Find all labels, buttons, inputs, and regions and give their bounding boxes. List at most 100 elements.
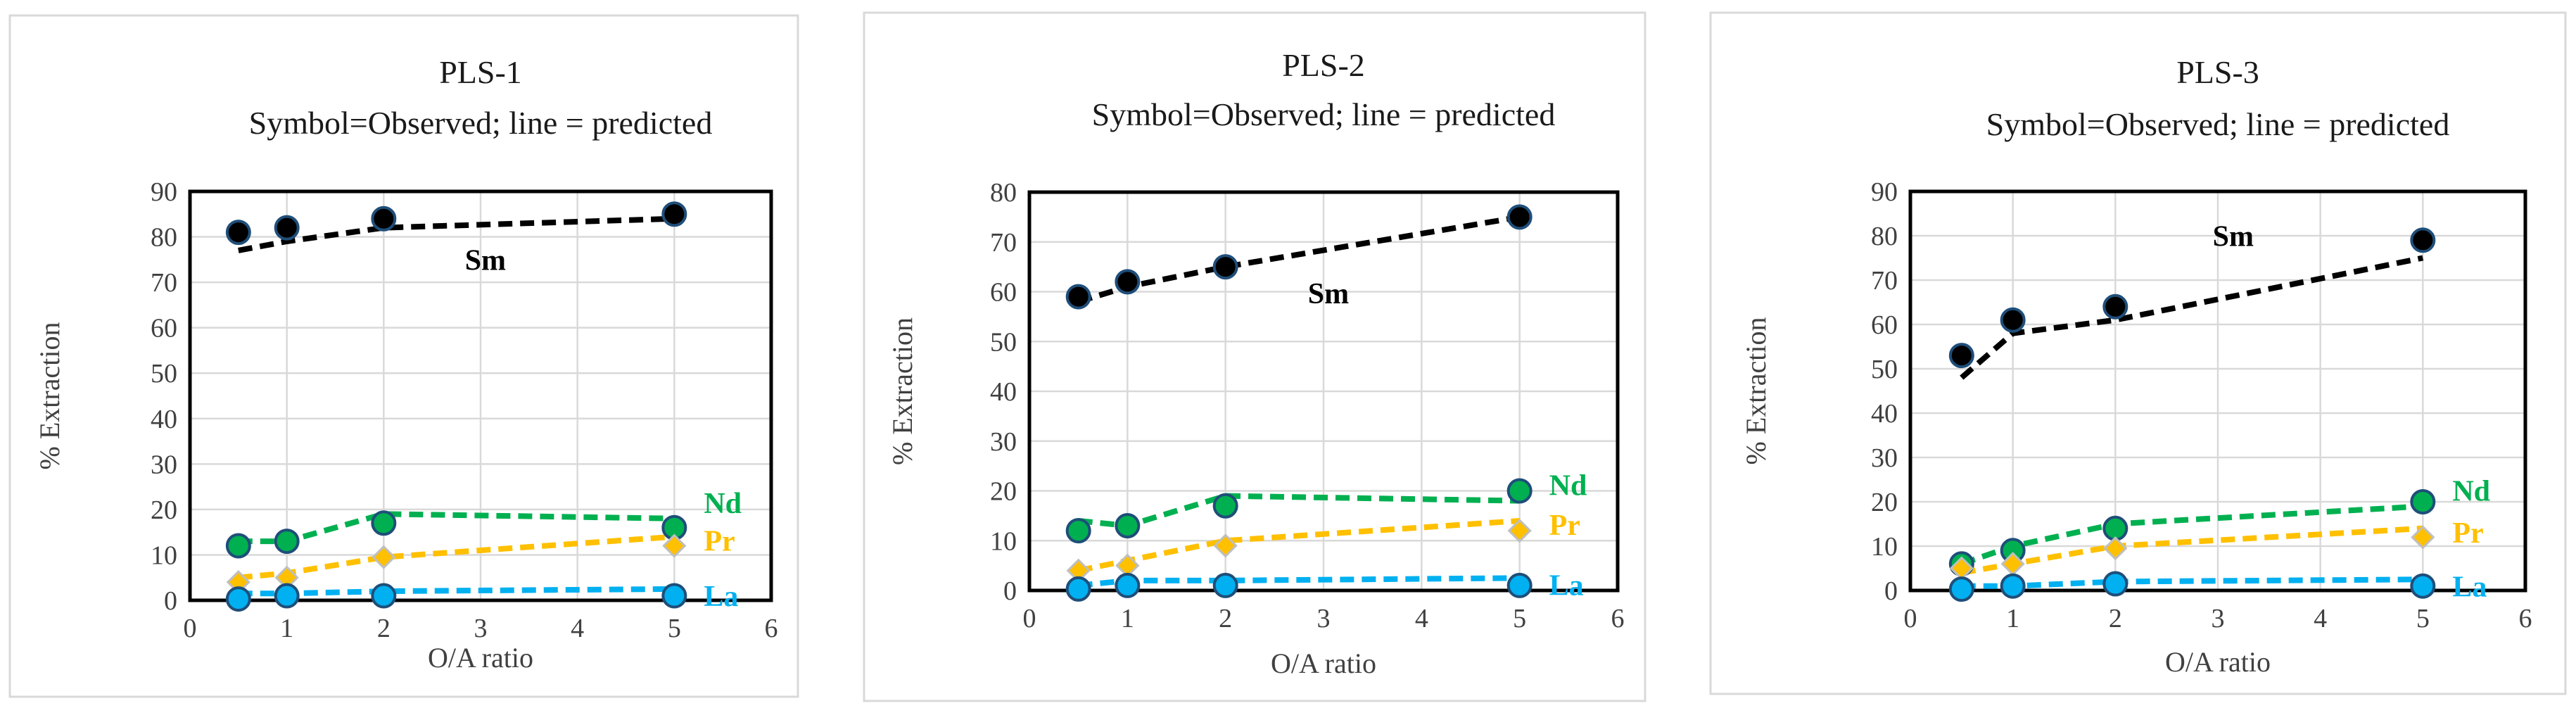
x-tick-label: 3 bbox=[474, 614, 488, 643]
observed-point-nd bbox=[225, 533, 251, 559]
observed-point-la bbox=[371, 583, 397, 609]
predicted-line-pr bbox=[1961, 525, 2423, 576]
x-tick-label: 1 bbox=[2006, 604, 2019, 633]
y-tick-label: 90 bbox=[1871, 177, 1898, 207]
y-tick-label: 90 bbox=[151, 177, 177, 207]
predicted-line-la bbox=[238, 586, 675, 597]
x-tick-label: 1 bbox=[1121, 604, 1134, 633]
predicted-line-la bbox=[1078, 575, 1520, 588]
x-tick-label: 5 bbox=[2416, 604, 2430, 633]
x-tick-label: 6 bbox=[1611, 604, 1625, 633]
chart-subtitle: Symbol=Observed; line = predicted bbox=[249, 105, 713, 141]
predicted-line-nd bbox=[238, 511, 675, 545]
y-tick-label: 10 bbox=[990, 526, 1017, 556]
observed-point-sm bbox=[1115, 269, 1141, 295]
observed-point-pr bbox=[662, 533, 687, 558]
observed-point-nd bbox=[371, 510, 397, 536]
observed-point-nd bbox=[2410, 489, 2436, 514]
y-tick-label: 50 bbox=[151, 359, 177, 388]
observed-point-pr bbox=[1213, 533, 1238, 558]
x-tick-label: 5 bbox=[668, 614, 681, 643]
y-tick-label: 20 bbox=[990, 477, 1017, 507]
series-label-pr: Pr bbox=[1549, 510, 1580, 542]
y-axis-title: % Extraction bbox=[887, 317, 918, 465]
x-tick-label: 6 bbox=[765, 614, 778, 643]
chart-title: PLS-3 bbox=[2176, 54, 2259, 90]
y-tick-label: 40 bbox=[990, 377, 1017, 407]
y-tick-label: 20 bbox=[151, 495, 177, 525]
observed-point-nd bbox=[1506, 478, 1533, 504]
observed-point-la bbox=[2102, 571, 2128, 597]
observed-point-sm bbox=[274, 215, 300, 241]
x-tick-label: 2 bbox=[377, 614, 391, 643]
observed-point-sm bbox=[1212, 254, 1238, 280]
y-tick-label: 60 bbox=[990, 278, 1017, 308]
observed-point-sm bbox=[2102, 293, 2128, 320]
y-tick-label: 0 bbox=[164, 586, 177, 616]
observed-point-la bbox=[661, 583, 687, 609]
observed-point-nd bbox=[1065, 518, 1091, 544]
y-tick-label: 70 bbox=[151, 268, 177, 298]
x-tick-label: 5 bbox=[1513, 604, 1526, 633]
x-tick-label: 3 bbox=[2212, 604, 2225, 633]
y-tick-label: 30 bbox=[1871, 443, 1898, 473]
y-tick-label: 40 bbox=[151, 405, 177, 434]
observed-point-sm bbox=[225, 220, 251, 246]
x-tick-label: 4 bbox=[1415, 604, 1428, 633]
series-label-la: La bbox=[704, 581, 738, 613]
observed-point-sm bbox=[661, 201, 687, 227]
observed-point-la bbox=[274, 583, 300, 609]
plot-area-frame bbox=[1908, 189, 2527, 593]
y-tick-label: 70 bbox=[1871, 266, 1898, 296]
observed-point-pr bbox=[1507, 518, 1532, 543]
y-tick-label: 80 bbox=[1871, 222, 1898, 251]
chart-panel-1: PLS-1 Symbol=Observed; line = predicted 0 1… bbox=[8, 14, 799, 698]
predicted-line-pr bbox=[1077, 518, 1520, 574]
series-label-nd: Nd bbox=[1549, 470, 1587, 502]
series-label-sm: Sm bbox=[2213, 221, 2254, 253]
observed-point-nd bbox=[1115, 513, 1141, 539]
predicted-line-nd bbox=[1078, 493, 1520, 529]
x-tick-label: 0 bbox=[1904, 604, 1917, 633]
chart-panel-2: PLS-2 Symbol=Observed; line = predicted 0 1… bbox=[863, 11, 1647, 702]
series-label-la: La bbox=[2452, 571, 2487, 603]
y-tick-label: 10 bbox=[1871, 532, 1898, 562]
series-label-sm: Sm bbox=[465, 245, 506, 277]
predicted-line-pr bbox=[238, 533, 675, 581]
observed-point-la bbox=[2410, 573, 2436, 599]
plot-area-frame bbox=[1027, 190, 1620, 593]
x-tick-label: 2 bbox=[2109, 604, 2122, 633]
y-tick-label: 70 bbox=[990, 228, 1017, 258]
series-label-pr: Pr bbox=[704, 526, 735, 558]
series-label-nd: Nd bbox=[704, 488, 742, 520]
observed-point-la bbox=[1212, 572, 1238, 598]
y-tick-label: 60 bbox=[151, 314, 177, 343]
y-tick-label: 80 bbox=[990, 178, 1017, 208]
observed-point-sm bbox=[1948, 343, 1974, 369]
observed-point-sm bbox=[2000, 307, 2026, 333]
x-axis-title: O/A ratio bbox=[428, 642, 533, 674]
y-tick-label: 60 bbox=[1871, 310, 1898, 340]
y-tick-label: 20 bbox=[1871, 488, 1898, 517]
observed-point-la bbox=[1065, 576, 1091, 602]
predicted-line-sm bbox=[1077, 214, 1521, 305]
observed-point-la bbox=[225, 586, 251, 612]
x-tick-label: 0 bbox=[184, 614, 197, 643]
observed-point-la bbox=[1506, 572, 1533, 598]
observed-point-nd bbox=[1212, 493, 1238, 519]
y-tick-label: 50 bbox=[1871, 355, 1898, 384]
panel-border bbox=[8, 14, 799, 698]
observed-point-la bbox=[1115, 572, 1141, 598]
observed-point-la bbox=[2000, 573, 2026, 599]
observed-point-sm bbox=[2410, 227, 2436, 253]
y-tick-label: 50 bbox=[990, 327, 1017, 357]
predicted-line-sm bbox=[238, 215, 675, 253]
x-axis-title: O/A ratio bbox=[1271, 647, 1376, 679]
chart-title: PLS-1 bbox=[439, 54, 522, 90]
y-tick-label: 30 bbox=[990, 427, 1017, 457]
x-tick-label: 3 bbox=[1317, 604, 1331, 633]
observed-point-nd bbox=[274, 529, 300, 555]
x-tick-label: 0 bbox=[1023, 604, 1036, 633]
series-label-pr: Pr bbox=[2452, 517, 2483, 550]
